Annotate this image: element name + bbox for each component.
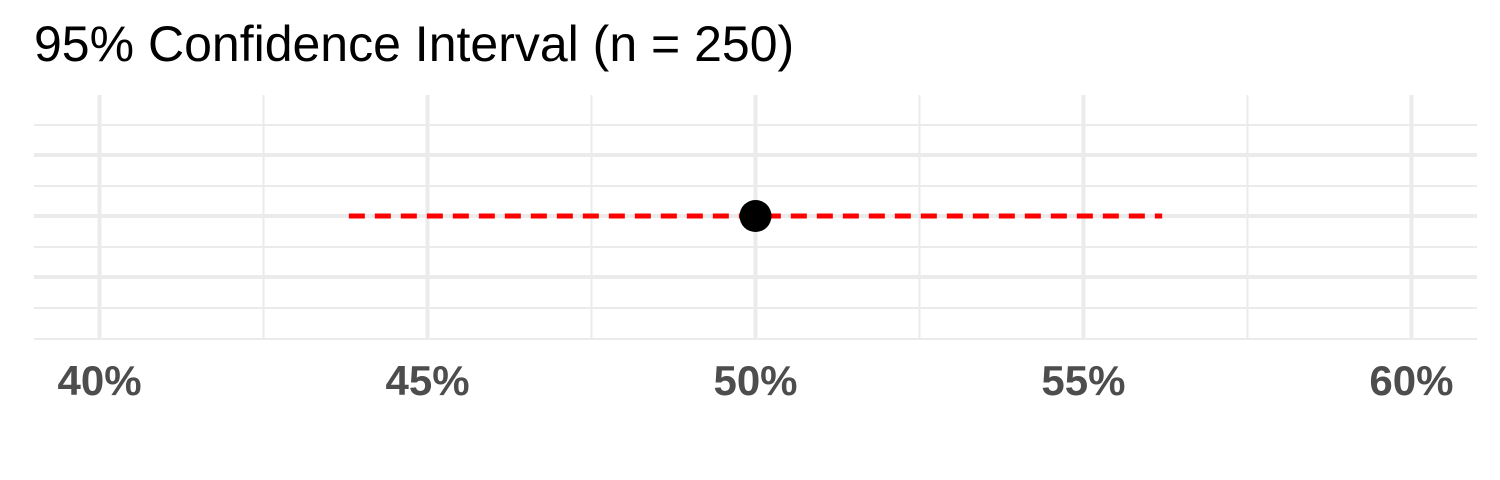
x-tick-label: 50%	[713, 357, 797, 404]
x-tick-label: 45%	[386, 357, 470, 404]
tick-label-layer: 40% 45% 50% 55% 60%	[58, 357, 1454, 404]
point-estimate-marker	[739, 200, 772, 232]
x-tick-label: 60%	[1369, 357, 1453, 404]
x-tick-label: 55%	[1041, 357, 1125, 404]
mark-layer	[348, 200, 1163, 232]
chart-title: 95% Confidence Interval (n = 250)	[34, 16, 795, 72]
x-tick-label: 40%	[58, 357, 142, 404]
